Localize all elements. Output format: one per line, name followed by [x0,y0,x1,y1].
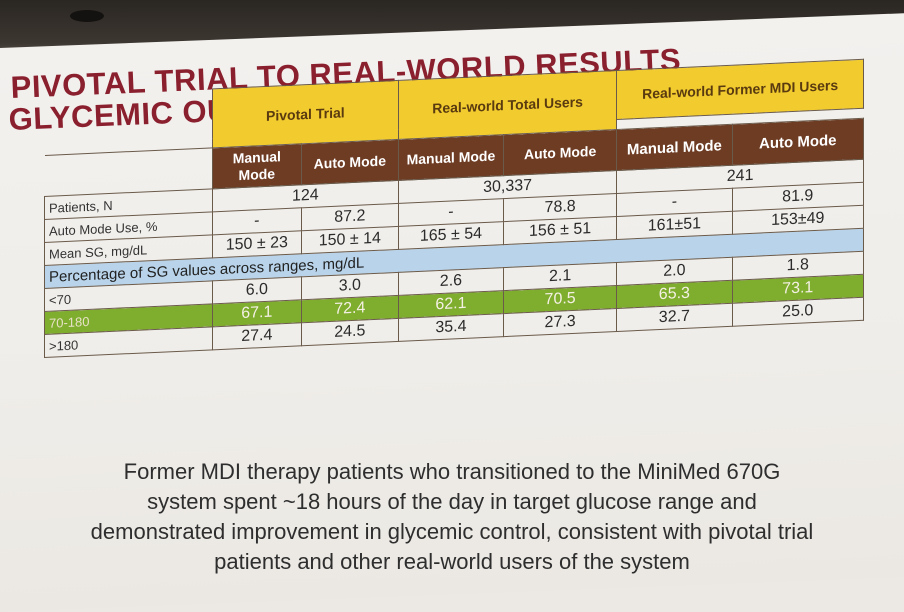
caption-line4: patients and other real-world users of t… [214,549,690,574]
cell: 35.4 [398,313,504,342]
sub-pivotal-manual: Manual Mode [212,143,302,189]
sub-mdi-manual: Manual Mode [616,124,732,171]
caption-line2: system spent ~18 hours of the day in tar… [147,489,757,514]
cell: 24.5 [301,318,399,346]
cell: 27.4 [212,322,302,350]
header-realworld-total: Real-world Total Users [398,70,617,140]
caption-line3: demonstrated improvement in glycemic con… [90,519,814,544]
header-realworld-mdi: Real-world Former MDI Users [616,59,864,120]
sub-total-manual: Manual Mode [398,134,504,181]
caption-line1: Former MDI therapy patients who transiti… [123,459,781,484]
cell: 32.7 [616,303,732,332]
cell: 27.3 [503,308,617,337]
ceiling-light [70,10,104,22]
sub-mdi-auto: Auto Mode [732,118,864,166]
header-pivotal-trial: Pivotal Trial [212,80,399,148]
corner-blank [44,88,213,156]
outcomes-table: Pivotal Trial Real-world Total Users Rea… [44,59,864,428]
sub-total-auto: Auto Mode [503,129,617,176]
sub-pivotal-auto: Auto Mode [301,139,399,185]
cell: 25.0 [732,297,864,327]
